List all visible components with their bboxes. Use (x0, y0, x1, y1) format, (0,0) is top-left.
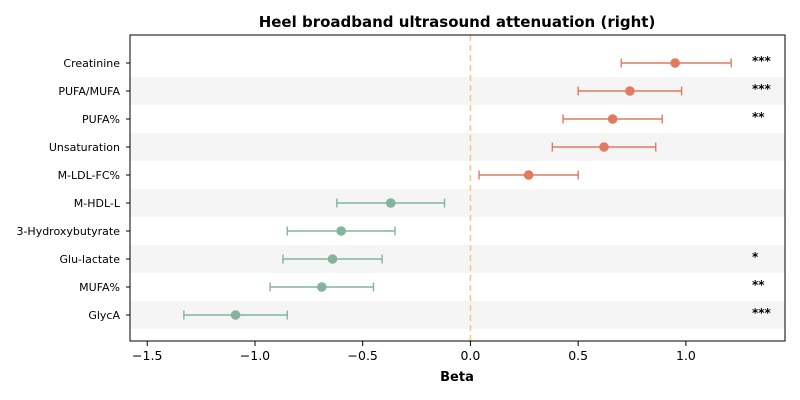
row-label: PUFA/MUFA (58, 85, 120, 98)
row-band (130, 133, 785, 161)
row-label: MUFA% (79, 281, 120, 294)
data-row: Unsaturation (49, 141, 657, 154)
data-row: Glu-lactate * (60, 250, 760, 266)
row-label: Unsaturation (49, 141, 120, 154)
x-tick-label: −1.5 (132, 348, 162, 363)
row-label: GlycA (88, 309, 120, 322)
significance-marker: ** (752, 110, 765, 124)
beta-point (385, 198, 396, 208)
data-row: PUFA% ** (82, 110, 765, 126)
significance-marker: ** (752, 278, 765, 292)
x-tick-label: 0.5 (568, 348, 588, 363)
row-band (130, 77, 785, 105)
significance-marker: *** (752, 82, 772, 96)
beta-point (230, 310, 241, 320)
x-axis: −1.5 −1.0 −0.5 0.0 0.5 1.0 (132, 341, 696, 363)
chart-title: Heel broadband ultrasound attenuation (r… (259, 13, 656, 31)
beta-point (336, 226, 346, 236)
x-tick-label: −0.5 (348, 348, 378, 363)
beta-point (316, 282, 327, 292)
row-band (130, 245, 785, 273)
beta-point (327, 254, 338, 264)
beta-point (625, 86, 635, 96)
data-row: MUFA% ** (79, 278, 765, 294)
row-label: Creatinine (63, 57, 120, 70)
x-tick-label: 0.0 (460, 348, 480, 363)
beta-point (670, 58, 680, 68)
x-tick-label: −1.0 (240, 348, 270, 363)
row-label: M-HDL-L (74, 197, 121, 210)
data-row: Creatinine *** (63, 54, 771, 70)
x-axis-label: Beta (440, 370, 474, 385)
row-label: M-LDL-FC% (58, 169, 120, 182)
data-row: GlycA *** (88, 306, 771, 322)
row-label: Glu-lactate (60, 253, 121, 266)
beta-point (599, 142, 609, 152)
significance-marker: *** (752, 306, 772, 320)
row-bands (130, 77, 785, 329)
data-row: 3-Hydroxybutyrate (16, 225, 396, 238)
beta-point (523, 170, 534, 180)
data-row: M-LDL-FC% (58, 169, 579, 182)
data-row: PUFA/MUFA *** (58, 82, 771, 98)
significance-marker: *** (752, 54, 772, 68)
plot-frame (129, 34, 786, 342)
data-row: M-HDL-L (74, 197, 446, 210)
data-rows: Creatinine ***PUFA/MUFA ***PUFA% **Unsatura… (16, 54, 771, 322)
row-label: PUFA% (82, 113, 120, 126)
beta-point (607, 114, 618, 124)
significance-marker: * (752, 250, 759, 264)
row-band (130, 189, 785, 217)
row-label: 3-Hydroxybutyrate (16, 225, 120, 238)
x-tick-label: 1.0 (676, 348, 696, 363)
